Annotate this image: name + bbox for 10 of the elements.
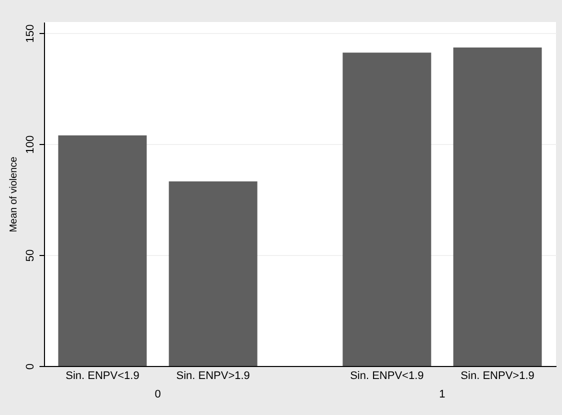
series-label: Sin. ENPV>1.9: [176, 370, 250, 382]
series-label: Sin. ENPV<1.9: [66, 370, 140, 382]
text: Sin. ENPV>1.9: [460, 370, 534, 382]
y-tick-label: 150: [24, 24, 36, 43]
y-tick-label: 0: [24, 363, 36, 370]
x-tick-label: 1: [439, 388, 446, 400]
y-axis-title: Mean of violence: [8, 156, 20, 232]
text: Sin. ENPV<1.9: [350, 370, 424, 382]
y-tick-label: 50: [24, 249, 36, 262]
y-tick-label: 100: [24, 135, 36, 154]
